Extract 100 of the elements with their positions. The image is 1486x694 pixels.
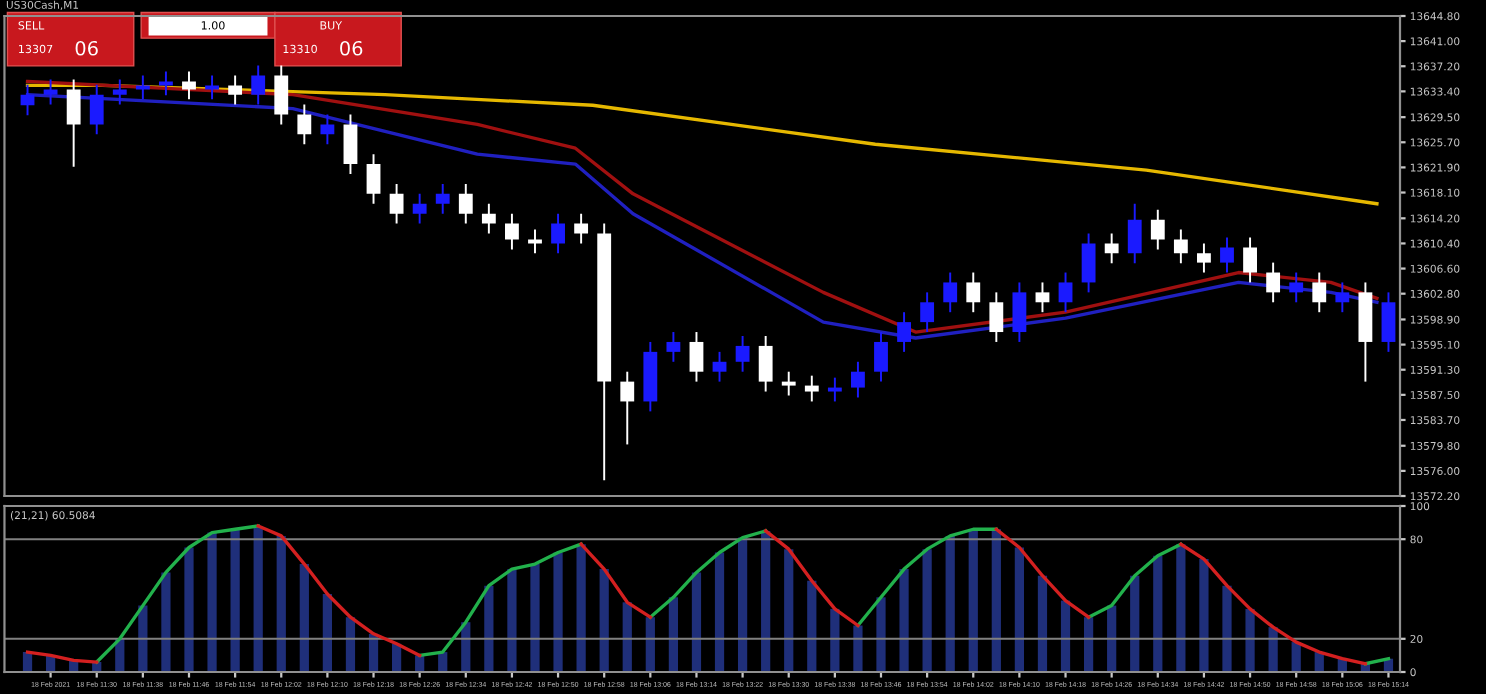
candlestick xyxy=(228,74,243,106)
candlestick xyxy=(758,335,773,393)
bar xyxy=(207,532,217,672)
bar xyxy=(1014,547,1025,672)
candlestick xyxy=(781,370,796,397)
bar xyxy=(507,569,517,672)
candlestick xyxy=(1220,236,1234,274)
candlestick xyxy=(389,182,404,225)
bar xyxy=(945,535,955,672)
bar xyxy=(1176,544,1186,672)
candlestick xyxy=(66,78,81,168)
candlestick xyxy=(620,370,635,446)
bar xyxy=(830,608,840,672)
candlestick xyxy=(804,374,819,403)
bar xyxy=(1037,575,1048,672)
candlestick xyxy=(1197,242,1211,274)
bar xyxy=(1222,585,1232,672)
candlestick xyxy=(1335,281,1350,314)
candlestick xyxy=(343,113,358,175)
candlestick xyxy=(1243,236,1257,284)
bar xyxy=(622,602,632,672)
bar xyxy=(1245,608,1255,672)
candlestick xyxy=(89,83,104,136)
candlestick xyxy=(827,376,842,403)
bar xyxy=(899,569,909,672)
candlestick xyxy=(1012,281,1027,343)
candlestick xyxy=(735,335,750,373)
candlestick xyxy=(1289,271,1304,304)
bar xyxy=(599,569,609,672)
candlestick xyxy=(43,78,58,106)
bar xyxy=(691,572,702,672)
bar xyxy=(576,544,586,672)
candlestick xyxy=(897,311,911,353)
candlestick xyxy=(205,74,219,101)
bar xyxy=(968,529,978,672)
annotation: 06 xyxy=(75,40,98,56)
candlestick xyxy=(528,228,542,255)
candlestick xyxy=(159,70,173,97)
bar xyxy=(761,530,771,672)
bar xyxy=(1060,600,1071,672)
bar xyxy=(784,549,794,672)
bar xyxy=(1130,575,1140,672)
bar xyxy=(853,625,863,672)
candlestick xyxy=(458,182,473,225)
bar xyxy=(484,585,494,672)
candlestick xyxy=(943,271,958,314)
annotation: 06 xyxy=(340,40,363,56)
bar xyxy=(645,617,655,672)
bar xyxy=(253,525,263,672)
bar xyxy=(668,597,679,672)
candlestick xyxy=(666,331,681,363)
bar xyxy=(1083,617,1094,672)
candlestick xyxy=(851,360,865,399)
candlestick xyxy=(966,271,981,314)
candlestick xyxy=(712,350,727,383)
candlestick xyxy=(1127,202,1142,265)
candlestick xyxy=(481,202,496,235)
candlestick xyxy=(274,64,289,126)
candlestick xyxy=(135,74,150,101)
candlestick xyxy=(1381,291,1396,353)
candlestick xyxy=(182,70,196,101)
candlestick xyxy=(112,78,127,106)
candlestick xyxy=(435,182,450,215)
bar xyxy=(714,552,725,672)
bar xyxy=(299,564,309,672)
bar xyxy=(737,537,748,672)
candlestick xyxy=(505,212,519,251)
candlestick xyxy=(320,113,335,146)
candlestick xyxy=(251,64,266,106)
candlestick xyxy=(689,331,704,383)
candlestick xyxy=(1104,232,1119,265)
candlestick xyxy=(1173,228,1188,265)
bar xyxy=(322,593,333,672)
bar xyxy=(876,597,886,672)
candlestick xyxy=(1150,208,1165,251)
candlestick xyxy=(297,103,312,146)
candlestick xyxy=(366,153,381,205)
bar xyxy=(553,552,563,672)
candlestick xyxy=(874,331,888,383)
bar xyxy=(807,580,817,672)
bar xyxy=(1199,559,1209,672)
candlestick xyxy=(574,212,589,245)
candlestick xyxy=(989,291,1004,343)
bar xyxy=(184,547,194,672)
candlestick xyxy=(1035,281,1050,314)
candlestick xyxy=(412,192,427,225)
candlestick xyxy=(920,291,935,333)
bar xyxy=(276,535,286,672)
candlestick xyxy=(1266,261,1281,304)
bar xyxy=(161,572,171,672)
bar xyxy=(230,529,240,672)
line-series xyxy=(25,83,1379,206)
bar xyxy=(922,549,932,672)
candlestick xyxy=(1081,232,1096,294)
candlestick xyxy=(1058,271,1073,314)
candlestick xyxy=(551,212,565,255)
bar xyxy=(1153,555,1163,672)
bar xyxy=(991,529,1001,672)
bar xyxy=(1107,605,1117,672)
bar xyxy=(530,564,540,672)
